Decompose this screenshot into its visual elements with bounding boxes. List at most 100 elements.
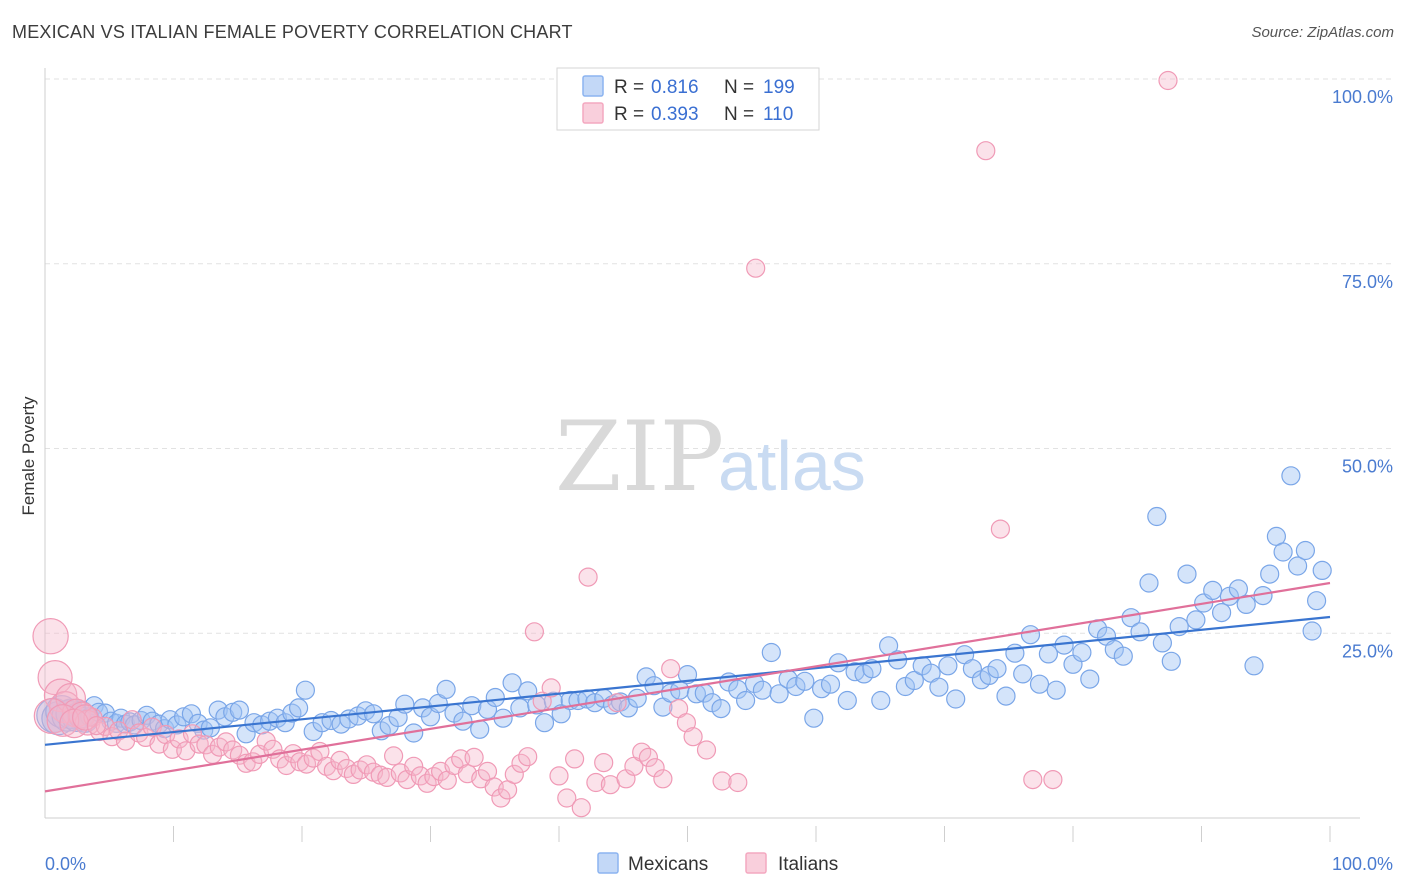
point-italians xyxy=(1023,769,1043,790)
trend-line-italians xyxy=(44,581,1331,793)
point-mexicans xyxy=(795,671,815,691)
point-mexicans xyxy=(711,698,731,719)
point-mexicans xyxy=(1029,674,1050,694)
legend-bottom: Mexicans Italians xyxy=(597,852,838,875)
legend-r-value-2: 0.393 xyxy=(651,104,699,125)
point-italians xyxy=(571,798,591,818)
point-mexicans xyxy=(1113,646,1133,666)
legend-n-label-2: N = xyxy=(724,104,754,125)
point-mexicans xyxy=(979,665,999,686)
point-italians xyxy=(109,721,129,741)
point-mexicans xyxy=(181,704,201,724)
legend-bottom-swatch-italians xyxy=(745,852,767,874)
point-mexicans xyxy=(862,659,882,679)
point-italians xyxy=(32,618,69,655)
point-italians xyxy=(976,141,996,161)
point-italians xyxy=(464,747,484,768)
y-tick-label: 50.0% xyxy=(1342,457,1393,477)
legend-swatch-italians xyxy=(582,102,604,124)
point-mexicans xyxy=(1080,669,1100,689)
legend-r-label-2: R = xyxy=(614,104,644,125)
y-axis-label: Female Poverty xyxy=(19,396,38,516)
legend-n-label-1: N = xyxy=(724,77,754,98)
point-mexicans xyxy=(1287,556,1308,576)
point-mexicans xyxy=(1038,644,1059,664)
point-mexicans xyxy=(1186,610,1206,630)
point-mexicans xyxy=(996,686,1016,706)
point-italians xyxy=(71,704,99,731)
point-mexicans xyxy=(761,642,781,663)
point-italians xyxy=(524,622,545,642)
point-italians xyxy=(683,727,703,747)
point-italians xyxy=(330,750,350,771)
point-mexicans xyxy=(1273,542,1293,562)
y-tick-label: 75.0% xyxy=(1342,272,1393,292)
point-mexicans xyxy=(938,656,958,676)
legend-top: R = 0.816 N = 199 R = 0.393 N = 110 xyxy=(556,67,820,131)
point-italians xyxy=(46,704,80,737)
trend-line-mexicans xyxy=(44,615,1331,746)
point-mexicans xyxy=(677,664,698,685)
point-mexicans xyxy=(1152,633,1173,653)
point-italians xyxy=(410,766,430,786)
point-mexicans xyxy=(735,690,756,711)
point-mexicans xyxy=(1130,622,1150,642)
point-mexicans xyxy=(837,690,857,711)
point-mexicans xyxy=(1302,621,1322,641)
point-mexicans xyxy=(1203,580,1223,601)
point-italians xyxy=(990,519,1011,539)
x-tick-label: 0.0% xyxy=(45,854,86,874)
point-italians xyxy=(586,772,606,793)
point-italians xyxy=(645,758,665,778)
point-italians xyxy=(404,756,424,776)
point-mexicans xyxy=(1139,573,1159,593)
point-italians xyxy=(384,746,404,766)
point-mexicans xyxy=(1244,656,1264,676)
point-mexicans xyxy=(752,680,773,700)
point-italians xyxy=(653,769,673,789)
point-mexicans xyxy=(289,698,309,718)
point-mexicans xyxy=(946,689,966,709)
point-italians xyxy=(189,734,209,754)
point-mexicans xyxy=(1161,651,1181,671)
point-mexicans xyxy=(1211,602,1232,623)
legend-bottom-label-italians: Italians xyxy=(778,854,838,875)
x-tick-label: 100.0% xyxy=(1332,854,1393,874)
point-italians xyxy=(549,766,569,786)
point-italians xyxy=(564,749,585,769)
point-mexicans xyxy=(769,684,789,704)
point-italians xyxy=(712,771,732,791)
point-mexicans xyxy=(534,713,555,733)
point-italians xyxy=(676,713,697,733)
point-mexicans xyxy=(987,659,1007,679)
point-italians xyxy=(518,747,538,767)
point-mexicans xyxy=(1281,466,1301,486)
point-mexicans xyxy=(1147,506,1167,527)
x-tick-labels: 0.0% 100.0% xyxy=(45,854,1393,874)
point-mexicans xyxy=(804,708,824,728)
point-italians xyxy=(661,659,681,679)
legend-r-value-1: 0.816 xyxy=(651,77,699,98)
point-italians xyxy=(557,788,577,808)
point-italians xyxy=(594,752,614,773)
legend-bottom-swatch-mexicans xyxy=(597,852,619,874)
point-mexicans xyxy=(1306,591,1327,611)
point-mexicans xyxy=(1072,642,1092,663)
legend-n-value-1: 199 xyxy=(763,77,795,98)
point-italians xyxy=(491,788,511,808)
point-mexicans xyxy=(904,670,924,691)
legend-swatch-mexicans xyxy=(582,75,604,97)
point-italians xyxy=(607,693,627,713)
point-mexicans xyxy=(820,674,841,694)
point-mexicans xyxy=(1312,560,1332,581)
legend-bottom-label-mexicans: Mexicans xyxy=(628,854,708,875)
point-mexicans xyxy=(728,679,748,700)
x-axis-ticks xyxy=(173,826,1331,842)
point-mexicans xyxy=(1295,540,1316,561)
trend-lines xyxy=(44,581,1331,793)
y-tick-label: 100.0% xyxy=(1332,87,1393,107)
point-italians xyxy=(216,732,236,752)
point-mexicans xyxy=(1013,664,1033,684)
chart-title: MEXICAN VS ITALIAN FEMALE POVERTY CORREL… xyxy=(12,22,573,42)
